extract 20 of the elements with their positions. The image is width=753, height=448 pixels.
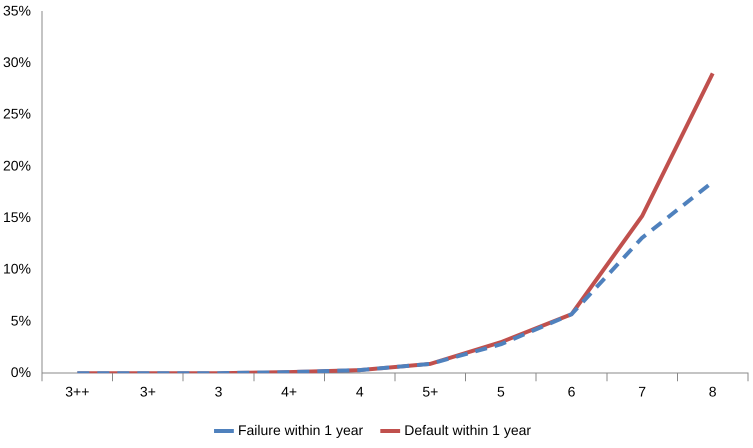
legend-label: Failure within 1 year bbox=[238, 422, 364, 438]
x-tick-label: 6 bbox=[568, 383, 576, 400]
y-tick-label: 30% bbox=[2, 54, 32, 70]
x-tick-label: 5 bbox=[497, 383, 506, 400]
y-tick-label: 25% bbox=[2, 106, 32, 122]
y-tick-label: 0% bbox=[10, 364, 32, 380]
x-tick-label: 3++ bbox=[65, 383, 90, 400]
y-tick-label: 15% bbox=[2, 209, 32, 225]
x-tick-label: 5+ bbox=[422, 383, 438, 400]
y-tick-label: 35% bbox=[2, 2, 32, 18]
y-tick-label: 5% bbox=[10, 312, 32, 328]
y-tick-label: 20% bbox=[2, 157, 32, 174]
y-tick-label: 10% bbox=[2, 260, 32, 277]
x-tick-label: 3 bbox=[214, 383, 223, 400]
x-tick-label: 8 bbox=[708, 383, 717, 400]
x-tick-label: 7 bbox=[638, 383, 646, 400]
x-tick-label: 4 bbox=[356, 383, 364, 400]
x-tick-label: 4+ bbox=[281, 383, 298, 400]
x-tick-label: 3+ bbox=[140, 383, 156, 400]
legend-label: Default within 1 year bbox=[404, 422, 532, 438]
